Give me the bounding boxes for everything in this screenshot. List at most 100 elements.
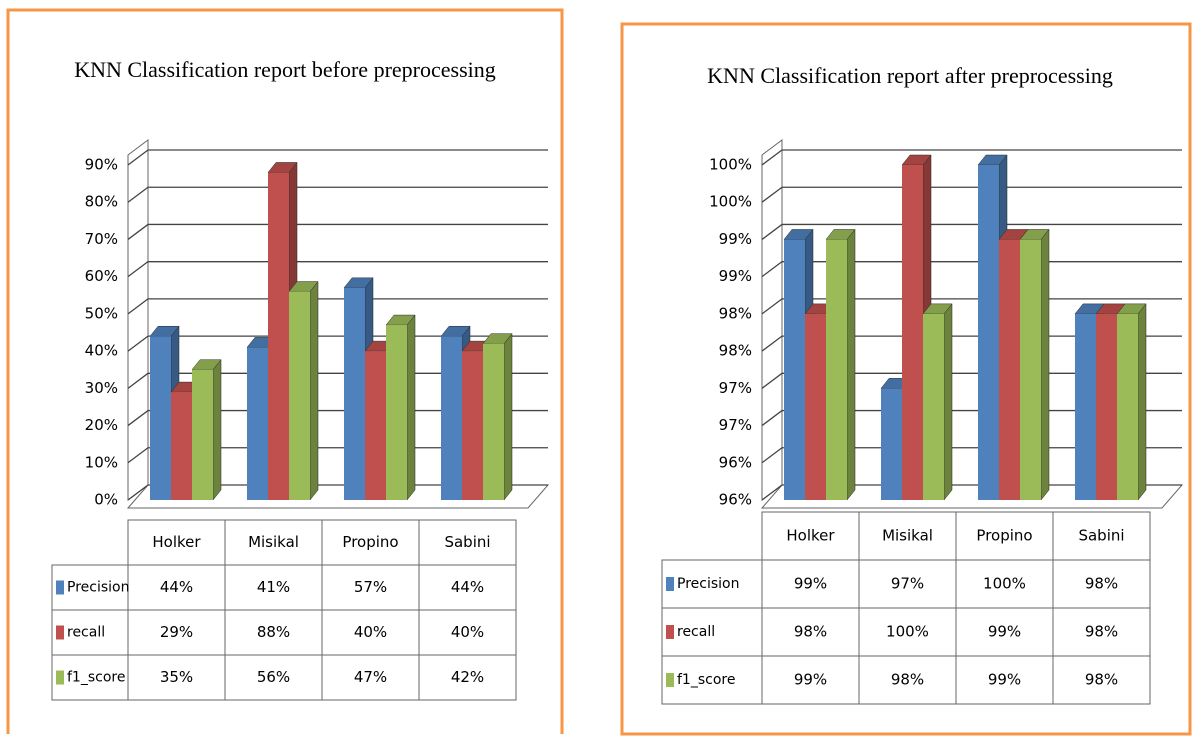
x-tick-label: Sabini [1078, 527, 1124, 545]
data-label: 29% [160, 623, 193, 641]
y-tick-label: 20% [85, 416, 118, 434]
bar-front [268, 172, 289, 500]
bar-front [1020, 239, 1041, 500]
bar [825, 228, 856, 501]
data-label: 42% [451, 668, 484, 686]
bar [288, 280, 319, 501]
data-label: 99% [794, 671, 827, 689]
bar-side [1137, 303, 1147, 501]
bar [1116, 303, 1147, 501]
panel-border [6, 8, 564, 734]
panel-border [620, 22, 1192, 736]
legend-swatch [666, 577, 674, 591]
y-tick-label: 50% [85, 304, 118, 322]
grid-line [127, 298, 548, 315]
y-tick-label: 96% [719, 453, 752, 471]
x-tick-label: Holker [786, 527, 835, 545]
legend-label: f1_score [67, 670, 125, 686]
y-tick-label: 80% [85, 193, 118, 211]
y-tick-label: 10% [85, 453, 118, 471]
data-label: 98% [1085, 623, 1118, 641]
y-tick-label: 96% [719, 491, 752, 509]
bar-front [344, 287, 365, 500]
y-tick-label: 99% [719, 230, 752, 248]
grid-line [761, 261, 1182, 278]
data-label: 98% [1085, 671, 1118, 689]
x-tick-label: Holker [152, 533, 201, 551]
grid-line [127, 261, 548, 278]
bar-front [365, 351, 386, 500]
data-label: 97% [891, 575, 924, 593]
y-tick-label: 40% [85, 342, 118, 360]
legend-swatch [56, 580, 64, 595]
y-tick-label: 97% [719, 416, 752, 434]
grid-line [761, 149, 1182, 166]
data-label: 98% [794, 623, 827, 641]
grid-line [761, 186, 1182, 203]
bar-front [784, 239, 805, 500]
data-label: 99% [988, 623, 1021, 641]
y-tick-label: 97% [719, 379, 752, 397]
bar-front [386, 325, 407, 500]
data-label: 57% [354, 578, 387, 596]
bar-front [999, 239, 1020, 500]
data-label: 98% [1085, 575, 1118, 593]
data-label: 44% [160, 578, 193, 596]
bar-side [846, 228, 856, 501]
grid-line [127, 149, 548, 166]
bar-front [826, 239, 847, 500]
y-tick-label: 100% [709, 156, 752, 174]
bar-side [943, 303, 953, 501]
legend-swatch [56, 670, 64, 685]
bar-front [978, 165, 999, 500]
bar-front [192, 369, 213, 500]
legend-label: Precision [677, 576, 739, 592]
x-tick-label: Sabini [444, 533, 490, 551]
bar-side [212, 359, 222, 501]
grid-line [761, 223, 1182, 240]
legend-label: recall [677, 624, 715, 640]
bar-front [441, 336, 462, 500]
legend-label: f1_score [677, 672, 735, 688]
chart-title: KNN Classification report after preproce… [707, 63, 1113, 88]
data-label: 35% [160, 668, 193, 686]
data-label: 44% [451, 578, 484, 596]
y-tick-label: 60% [85, 267, 118, 285]
x-tick-label: Propino [342, 533, 398, 551]
y-tick-label: 100% [709, 193, 752, 211]
data-label: 41% [257, 578, 290, 596]
data-label: 56% [257, 668, 290, 686]
bar-front [1096, 313, 1117, 500]
bar-front [462, 351, 483, 500]
bar-front [805, 313, 826, 500]
bar-side [309, 280, 319, 501]
data-label: 40% [354, 623, 387, 641]
bar [482, 332, 513, 501]
y-tick-label: 30% [85, 379, 118, 397]
bar [1019, 228, 1050, 501]
bar-side [406, 314, 416, 501]
y-tick-label: 98% [719, 304, 752, 322]
bar-front [483, 343, 504, 500]
legend-swatch [666, 625, 674, 639]
bar-front [923, 313, 944, 500]
x-tick-label: Misikal [248, 533, 299, 551]
legend-swatch [666, 673, 674, 687]
data-label: 88% [257, 623, 290, 641]
data-label: 100% [886, 623, 929, 641]
bar-front [171, 392, 192, 500]
y-tick-label: 90% [85, 156, 118, 174]
bar-side [503, 332, 513, 501]
bar-front [1117, 313, 1138, 500]
data-label: 100% [983, 575, 1026, 593]
bar-front [902, 165, 923, 500]
bar-front [247, 347, 268, 500]
bar [385, 314, 416, 501]
bar-front [881, 388, 902, 500]
data-label: 47% [354, 668, 387, 686]
data-label: 99% [794, 575, 827, 593]
data-label: 99% [988, 671, 1021, 689]
bar-side [1040, 228, 1050, 501]
bar-front [1075, 313, 1096, 500]
